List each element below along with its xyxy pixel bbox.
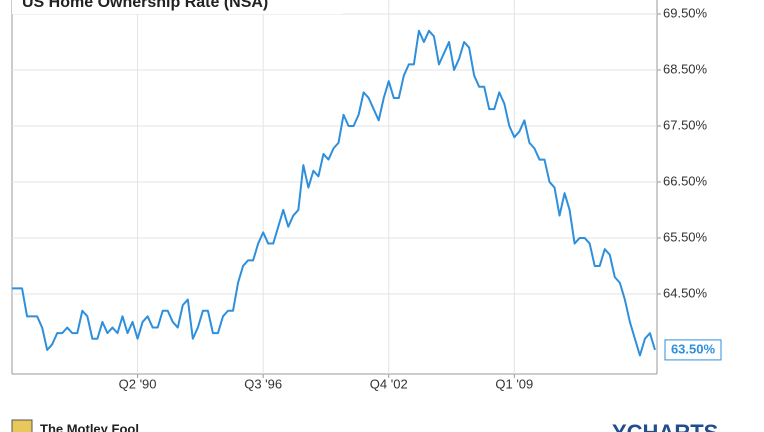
chart-title: US Home Ownership Rate (NSA) bbox=[22, 0, 268, 11]
data-line bbox=[12, 29, 656, 357]
y-tick-label: 67.50% bbox=[663, 117, 708, 132]
title-box bbox=[12, 0, 342, 14]
x-tick-label: Q4 '02 bbox=[370, 376, 408, 391]
y-tick-label: 69.50% bbox=[663, 5, 708, 20]
x-tick-label: Q2 '90 bbox=[119, 376, 157, 391]
x-tick-label: Q3 '96 bbox=[244, 376, 282, 391]
y-tick-label: 68.50% bbox=[663, 61, 708, 76]
y-tick-label: 65.50% bbox=[663, 229, 708, 244]
x-tick-label: Q1 '09 bbox=[495, 376, 533, 391]
value-label-box bbox=[664, 339, 722, 361]
y-tick-label: 66.50% bbox=[663, 173, 708, 188]
lines bbox=[12, 29, 656, 357]
y-tick-label: 64.50% bbox=[663, 285, 708, 300]
footer-left: The Motley Fool bbox=[40, 421, 139, 432]
value-label: 63.50% bbox=[671, 341, 716, 356]
footer-right: YCHARTS bbox=[612, 420, 718, 432]
logo-icon bbox=[11, 419, 33, 432]
